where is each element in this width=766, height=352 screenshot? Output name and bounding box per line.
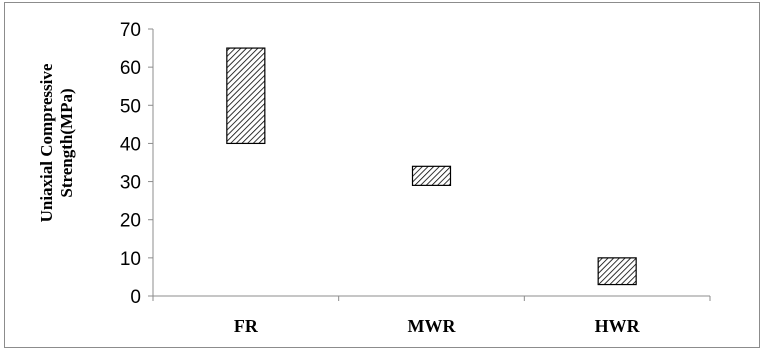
y-tick-label-10: 10 xyxy=(120,249,141,270)
bars xyxy=(226,47,637,286)
y-axis-title-line-1: Uniaxial Compressive xyxy=(37,63,56,222)
bar-fr xyxy=(226,47,266,145)
labels: 0 10 20 30 40 50 60 70 FR MWR HWR xyxy=(120,20,641,336)
bar-hwr xyxy=(597,257,637,286)
y-tick-label-60: 60 xyxy=(120,58,141,79)
chart-frame xyxy=(4,2,760,348)
x-category-label-fr: FR xyxy=(234,316,259,336)
axes xyxy=(148,28,711,301)
y-axis-title-line-2: Strength(MPa) xyxy=(57,88,76,197)
y-tick-label-50: 50 xyxy=(120,96,141,117)
x-category-label-mwr: MWR xyxy=(408,316,457,336)
y-tick-label-30: 30 xyxy=(120,173,141,194)
y-tick-label-70: 70 xyxy=(120,20,141,41)
y-tick-label-20: 20 xyxy=(120,211,141,232)
y-tick-label-0: 0 xyxy=(130,287,141,308)
y-tick-label-40: 40 xyxy=(120,134,141,155)
x-category-label-hwr: HWR xyxy=(595,316,641,336)
bar-mwr xyxy=(411,165,452,186)
